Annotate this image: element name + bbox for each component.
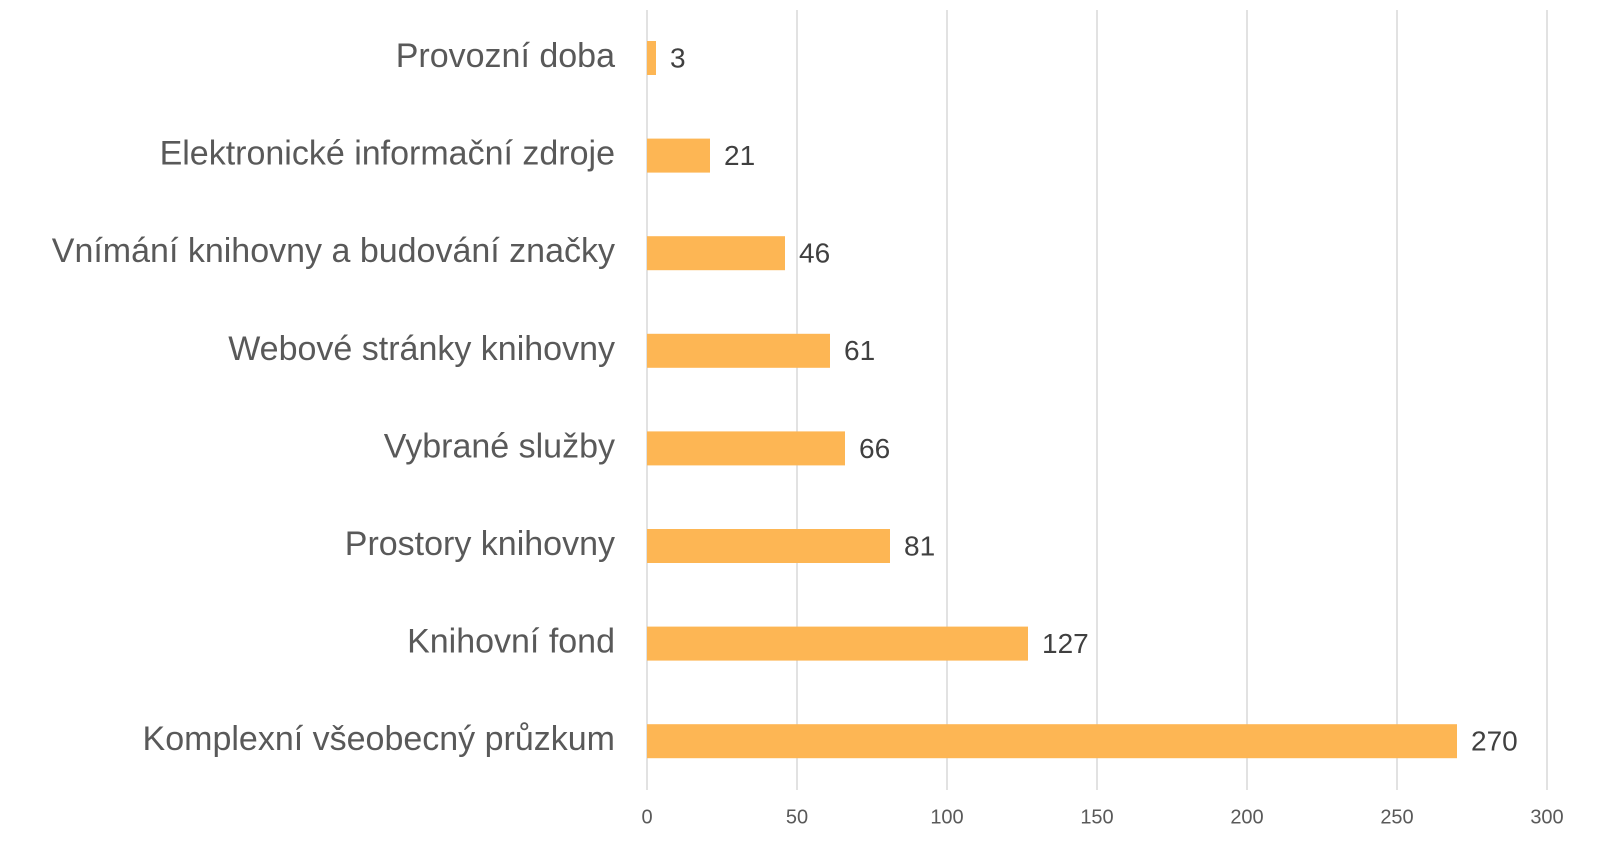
x-tick-label: 150 (1080, 806, 1113, 828)
y-tick-label: Elektronické informační zdroje (160, 135, 615, 173)
x-tick-label: 100 (930, 806, 963, 828)
bar (647, 724, 1457, 759)
bar (647, 138, 710, 173)
y-tick-label: Webové stránky knihovny (228, 330, 615, 368)
y-tick-label: Komplexní všeobecný průzkum (143, 720, 615, 758)
x-tick-label: 300 (1530, 806, 1563, 828)
x-tick-label: 50 (786, 806, 808, 828)
data-label: 270 (1471, 726, 1518, 757)
bar (647, 333, 830, 368)
x-tick-label: 250 (1380, 806, 1413, 828)
y-tick-label: Vybrané služby (384, 427, 615, 465)
y-tick-label: Provozní doba (396, 37, 615, 75)
data-label: 81 (904, 530, 935, 561)
data-label: 61 (844, 335, 875, 366)
bar (647, 626, 1028, 661)
data-label: 66 (859, 433, 890, 464)
x-tick-label: 0 (641, 806, 652, 828)
bar (647, 236, 785, 271)
data-label: 46 (799, 238, 830, 269)
data-label: 127 (1042, 628, 1089, 659)
data-label: 21 (724, 140, 755, 171)
y-tick-label: Vnímání knihovny a budování značky (52, 232, 615, 270)
y-tick-label: Prostory knihovny (345, 525, 615, 563)
data-label: 3 (670, 42, 686, 73)
x-tick-label: 200 (1230, 806, 1263, 828)
y-tick-label: Knihovní fond (407, 623, 615, 661)
bar (647, 41, 656, 75)
bar (647, 529, 890, 563)
bar (647, 431, 845, 466)
